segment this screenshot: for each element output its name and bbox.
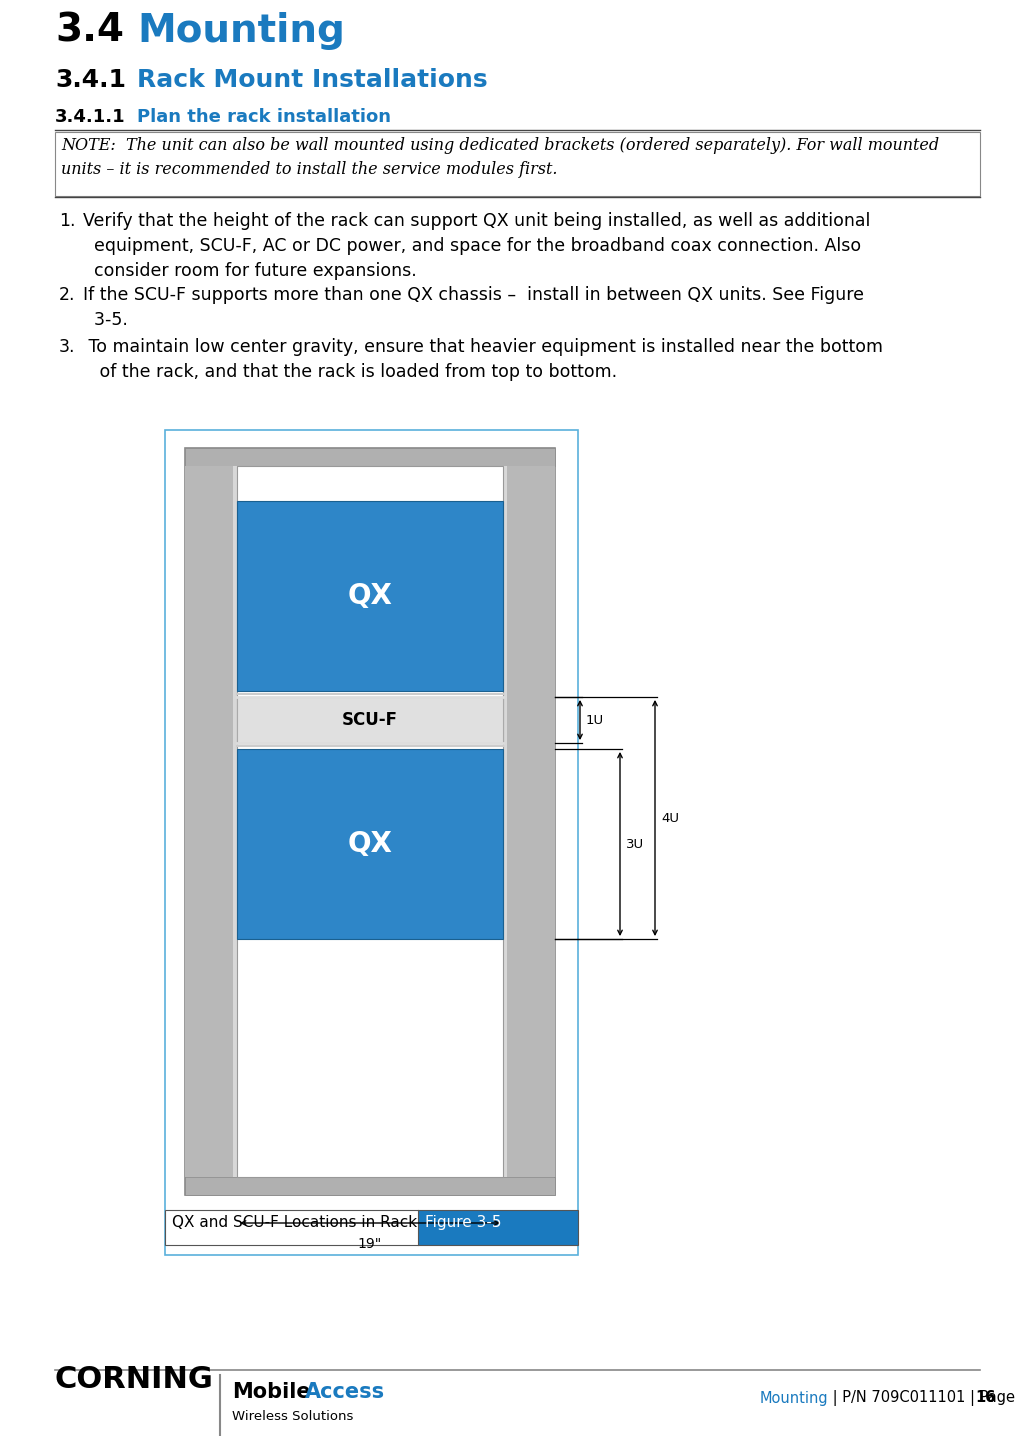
Text: 3.: 3.: [59, 337, 75, 356]
Text: Mobile: Mobile: [231, 1381, 311, 1402]
Text: 3.4: 3.4: [55, 11, 124, 50]
FancyBboxPatch shape: [236, 750, 502, 939]
Text: Wireless Solutions: Wireless Solutions: [231, 1410, 353, 1423]
FancyBboxPatch shape: [184, 448, 554, 1195]
FancyBboxPatch shape: [184, 1178, 554, 1195]
Text: QX: QX: [347, 830, 392, 857]
Text: 1U: 1U: [586, 714, 603, 727]
Text: QX: QX: [347, 582, 392, 610]
FancyBboxPatch shape: [502, 467, 554, 1178]
Text: CORNING: CORNING: [55, 1366, 214, 1394]
Text: 3.4.1: 3.4.1: [55, 67, 126, 92]
Text: | P/N 709C011101 | Page: | P/N 709C011101 | Page: [827, 1390, 1019, 1406]
FancyBboxPatch shape: [165, 1211, 418, 1245]
Text: 16: 16: [974, 1390, 995, 1406]
FancyBboxPatch shape: [184, 448, 554, 467]
Text: Plan the rack installation: Plan the rack installation: [137, 108, 390, 126]
Text: 3.4.1.1: 3.4.1.1: [55, 108, 125, 126]
Text: 3U: 3U: [626, 837, 643, 850]
FancyBboxPatch shape: [232, 467, 236, 1178]
FancyBboxPatch shape: [236, 501, 502, 691]
Text: Mounting: Mounting: [759, 1390, 827, 1406]
Text: NOTE:  The unit can also be wall mounted using dedicated brackets (ordered separ: NOTE: The unit can also be wall mounted …: [61, 136, 938, 178]
Text: Access: Access: [305, 1381, 385, 1402]
FancyBboxPatch shape: [184, 467, 236, 1178]
Text: 4U: 4U: [660, 811, 679, 824]
FancyBboxPatch shape: [502, 467, 506, 1178]
FancyBboxPatch shape: [55, 132, 979, 195]
FancyBboxPatch shape: [236, 467, 502, 1178]
FancyBboxPatch shape: [165, 429, 578, 1255]
FancyBboxPatch shape: [236, 696, 502, 742]
Text: Mounting: Mounting: [137, 11, 344, 50]
Text: Figure 3-5: Figure 3-5: [425, 1215, 501, 1231]
Text: Rack Mount Installations: Rack Mount Installations: [137, 67, 487, 92]
Text: 19": 19": [358, 1236, 382, 1251]
Text: 2.: 2.: [59, 286, 75, 304]
Text: Verify that the height of the rack can support QX unit being installed, as well : Verify that the height of the rack can s…: [83, 213, 869, 280]
Text: QX and SCU-F Locations in Rack: QX and SCU-F Locations in Rack: [172, 1215, 417, 1231]
Text: SCU-F: SCU-F: [341, 711, 397, 729]
Text: 1.: 1.: [59, 213, 75, 230]
Text: To maintain low center gravity, ensure that heavier equipment is installed near : To maintain low center gravity, ensure t…: [83, 337, 882, 381]
FancyBboxPatch shape: [418, 1211, 578, 1245]
Text: If the SCU-F supports more than one QX chassis –  install in between QX units. S: If the SCU-F supports more than one QX c…: [83, 286, 863, 329]
